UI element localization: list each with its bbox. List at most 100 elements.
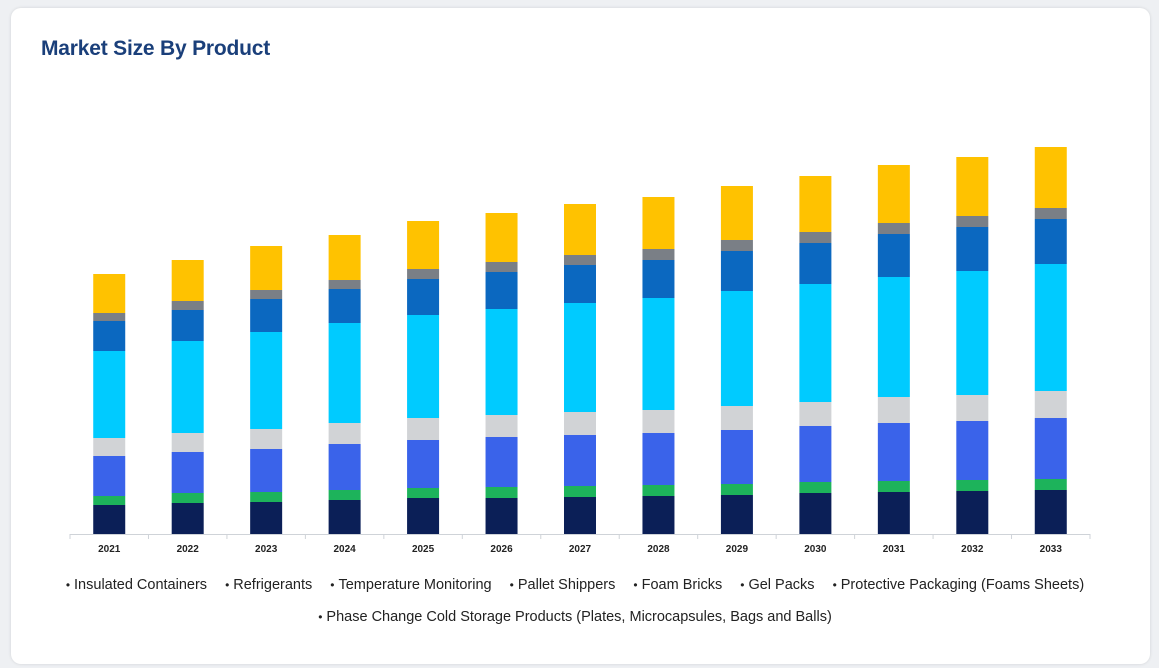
bar-segment-2025-7 — [407, 269, 440, 279]
legend-bullet-icon: • — [318, 610, 323, 624]
bar-segment-2033-1 — [1034, 490, 1067, 534]
bar-segment-2032-8 — [956, 157, 989, 216]
bar-segment-2021-2 — [93, 496, 126, 505]
bar-segment-2025-8 — [407, 221, 440, 269]
bar-segment-2022-5 — [171, 341, 204, 433]
bar-segment-2027-8 — [564, 204, 596, 255]
bar-segment-2023-3 — [250, 449, 283, 492]
x-tick-label-2022: 2022 — [177, 544, 200, 555]
legend-label: Gel Packs — [748, 577, 815, 593]
bar-segment-2028-5 — [642, 298, 675, 410]
bar-segment-2031-8 — [877, 165, 910, 223]
bar-segment-2029-6 — [720, 251, 753, 291]
bar-segment-2030-1 — [799, 493, 832, 534]
legend-bullet-icon: • — [633, 578, 638, 592]
bar-segment-2032-5 — [956, 271, 989, 395]
bar-segment-2025-1 — [407, 498, 440, 534]
bar-segment-2031-7 — [877, 223, 910, 234]
legend-item: • Insulated Containers — [66, 577, 207, 593]
bar-segment-2029-4 — [720, 406, 753, 430]
bar-segment-2024-4 — [328, 423, 361, 444]
bar-segment-2027-5 — [564, 303, 596, 412]
bar-segment-2027-2 — [564, 486, 596, 497]
x-tick-label-2024: 2024 — [333, 544, 356, 555]
bar-segment-2023-1 — [250, 502, 283, 534]
bar-segment-2027-1 — [564, 497, 596, 534]
legend-item: • Refrigerants — [225, 577, 312, 593]
bar-segment-2023-8 — [250, 246, 283, 290]
bar-segment-2024-7 — [328, 280, 361, 289]
legend-item: • Temperature Monitoring — [330, 577, 491, 593]
bar-segment-2031-6 — [877, 234, 910, 277]
bar-segment-2024-3 — [328, 444, 361, 490]
bar-segment-2023-6 — [250, 299, 283, 332]
legend-bullet-icon: • — [509, 578, 514, 592]
legend-label: Temperature Monitoring — [338, 577, 492, 593]
bar-segment-2028-8 — [642, 197, 675, 249]
x-tick-label-2027: 2027 — [569, 544, 592, 555]
bar-segment-2032-7 — [956, 216, 989, 227]
bar-segment-2027-4 — [564, 412, 596, 435]
bar-segment-2021-1 — [93, 505, 126, 534]
bar-segment-2025-5 — [407, 315, 440, 418]
bar-segment-2021-5 — [93, 351, 126, 438]
bar-segment-2022-3 — [171, 452, 204, 493]
x-tick-label-2030: 2030 — [804, 544, 827, 555]
x-tick-label-2033: 2033 — [1040, 544, 1063, 555]
legend-label: Refrigerants — [233, 577, 313, 593]
legend-item: • Protective Packaging (Foams Sheets) — [833, 577, 1085, 593]
bar-segment-2026-5 — [485, 309, 518, 415]
bar-segment-2028-2 — [642, 485, 675, 496]
bar-segment-2028-6 — [642, 260, 675, 298]
legend-item: • Pallet Shippers — [510, 577, 616, 593]
bar-segment-2026-3 — [485, 437, 518, 487]
x-tick-label-2029: 2029 — [726, 544, 749, 555]
bar-segment-2033-2 — [1034, 479, 1067, 490]
bar-segment-2028-7 — [642, 249, 675, 260]
bar-segment-2030-6 — [799, 243, 832, 284]
bar-segment-2033-8 — [1034, 147, 1067, 208]
bar-segment-2022-6 — [171, 310, 204, 341]
bar-segment-2029-3 — [720, 430, 753, 484]
bar-segment-2022-1 — [171, 503, 204, 534]
bar-segment-2030-4 — [799, 402, 832, 426]
bar-segment-2026-1 — [485, 498, 518, 534]
bar-segment-2025-6 — [407, 279, 440, 315]
bar-segment-2026-2 — [485, 487, 518, 498]
legend-bullet-icon: • — [225, 578, 230, 592]
bar-segment-2028-4 — [642, 410, 675, 433]
legend-label: Foam Bricks — [641, 577, 723, 593]
bar-segment-2021-8 — [93, 274, 126, 313]
bar-segment-2023-7 — [250, 290, 283, 299]
bar-segment-2026-4 — [485, 415, 518, 437]
x-tick-label-2028: 2028 — [647, 544, 670, 555]
bar-segment-2023-2 — [250, 492, 283, 502]
bar-segment-2029-2 — [720, 484, 753, 495]
legend-item: • Phase Change Cold Storage Products (Pla… — [318, 609, 832, 625]
bar-segment-2021-7 — [93, 313, 126, 321]
chart-title: Market Size By Product — [41, 37, 270, 60]
bar-segment-2022-8 — [171, 260, 204, 301]
bar-segment-2031-2 — [877, 481, 910, 492]
bar-segment-2031-4 — [877, 397, 910, 423]
bar-segment-2024-2 — [328, 490, 361, 500]
bar-segment-2031-3 — [877, 423, 910, 481]
bar-segment-2028-3 — [642, 433, 675, 485]
bar-segment-2032-6 — [956, 227, 989, 271]
bar-segment-2029-1 — [720, 495, 753, 534]
bar-segment-2028-1 — [642, 496, 675, 534]
bar-segment-2031-5 — [877, 277, 910, 397]
bar-segment-2025-3 — [407, 440, 440, 488]
x-tick-label-2032: 2032 — [961, 544, 984, 555]
bar-segment-2032-4 — [956, 395, 989, 421]
bar-segment-2032-1 — [956, 491, 989, 534]
bar-segment-2026-6 — [485, 272, 518, 309]
bar-segment-2024-5 — [328, 323, 361, 423]
bar-segment-2026-8 — [485, 213, 518, 262]
legend-item: • Foam Bricks — [633, 577, 722, 593]
bar-segment-2022-2 — [171, 493, 204, 503]
x-tick-label-2025: 2025 — [412, 544, 435, 555]
legend-bullet-icon: • — [330, 578, 335, 592]
legend-label: Phase Change Cold Storage Products (Plat… — [326, 609, 832, 625]
x-tick-label-2023: 2023 — [255, 544, 278, 555]
